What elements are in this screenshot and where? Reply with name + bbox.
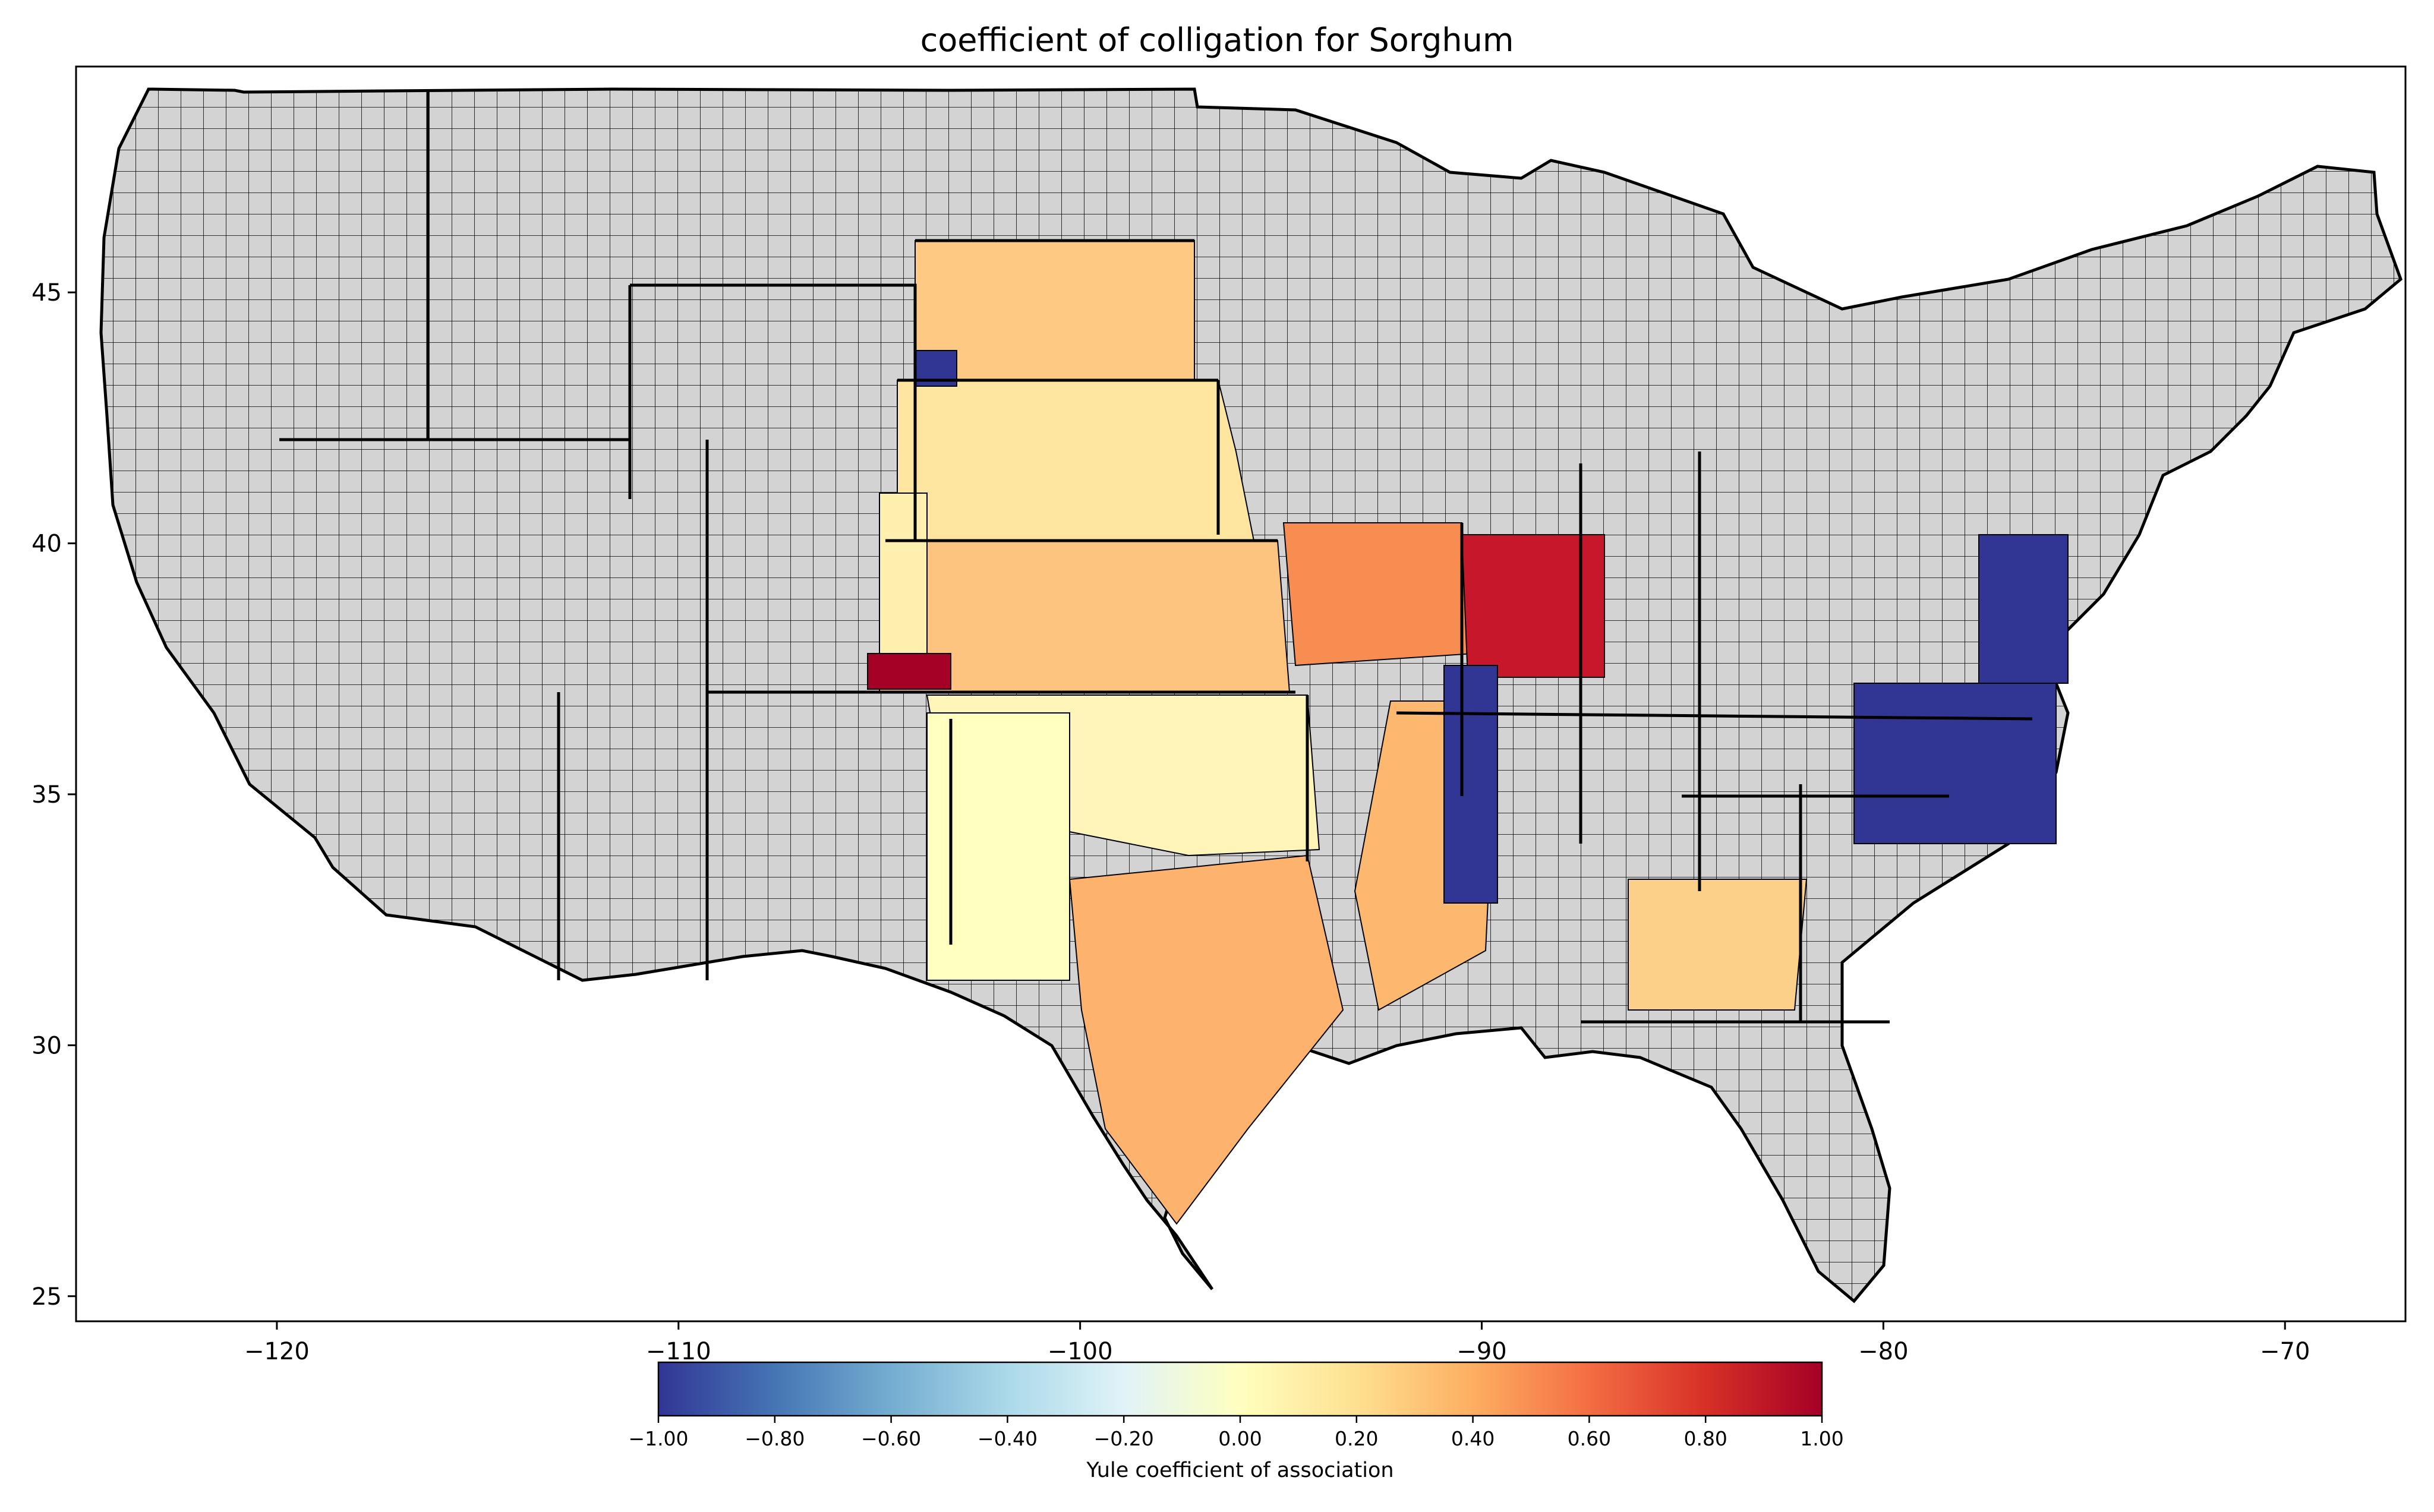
x-tick-label: −90	[1456, 1338, 1506, 1365]
colorbar-tick-label: 0.00	[1218, 1427, 1262, 1450]
x-tick-label: −80	[1858, 1338, 1908, 1365]
y-tick-label: 40	[31, 531, 62, 558]
colorbar-tick-label: 0.80	[1683, 1427, 1727, 1450]
region-north-carolina	[1853, 683, 2057, 844]
colorbar-tick-label: −1.00	[628, 1427, 688, 1450]
region-missouri	[1282, 522, 1475, 667]
colorbar-tick-label: −0.40	[978, 1427, 1038, 1450]
x-axis: −120 −110 −100 −90 −80 −70	[244, 1321, 2310, 1365]
state-boundaries	[279, 89, 2033, 1024]
y-tick-label: 30	[31, 1032, 62, 1059]
colorbar-tick-label: 0.20	[1335, 1427, 1378, 1450]
x-tick-label: −110	[646, 1338, 711, 1365]
colorbar-tick-label: 1.00	[1800, 1427, 1843, 1450]
region-central-texas	[1068, 854, 1344, 1225]
colorbar-tick-label: 0.60	[1568, 1427, 1611, 1450]
y-tick-label: 45	[31, 279, 62, 307]
region-georgia	[1628, 879, 1808, 1011]
x-tick-label: −100	[1048, 1338, 1113, 1365]
region-se-colorado	[867, 653, 951, 690]
y-axis: 25 30 35 40 45	[31, 279, 76, 1311]
y-tick-label: 25	[31, 1283, 62, 1311]
colorbar-tick-label: −0.80	[745, 1427, 805, 1450]
region-nebraska	[897, 380, 1255, 541]
colorbar-tick-label: 0.40	[1451, 1427, 1495, 1450]
x-tick-label: −70	[2260, 1338, 2310, 1365]
region-illinois	[1461, 534, 1605, 678]
map-title: coefficient of colligation for Sorghum	[920, 21, 1514, 59]
colorbar-gradient	[657, 1361, 1823, 1417]
region-river-negatives	[1443, 665, 1498, 904]
region-texas-panhandle	[926, 712, 1070, 981]
region-eastern-colorado	[879, 493, 928, 654]
colorbar-label: Yule coefficient of association	[1086, 1459, 1393, 1482]
y-tick-label: 35	[31, 781, 62, 809]
x-tick-label: −120	[244, 1338, 310, 1365]
colorbar: −1.00 −0.80 −0.60 −0.40 −0.20 0.00 0.20 0.40 0.6…	[628, 1361, 1844, 1482]
colorbar-tick-label: −0.60	[861, 1427, 921, 1450]
region-delmarva	[1978, 534, 2069, 684]
colorbar-tick-label: −0.20	[1094, 1427, 1154, 1450]
county-values	[867, 240, 2069, 1225]
